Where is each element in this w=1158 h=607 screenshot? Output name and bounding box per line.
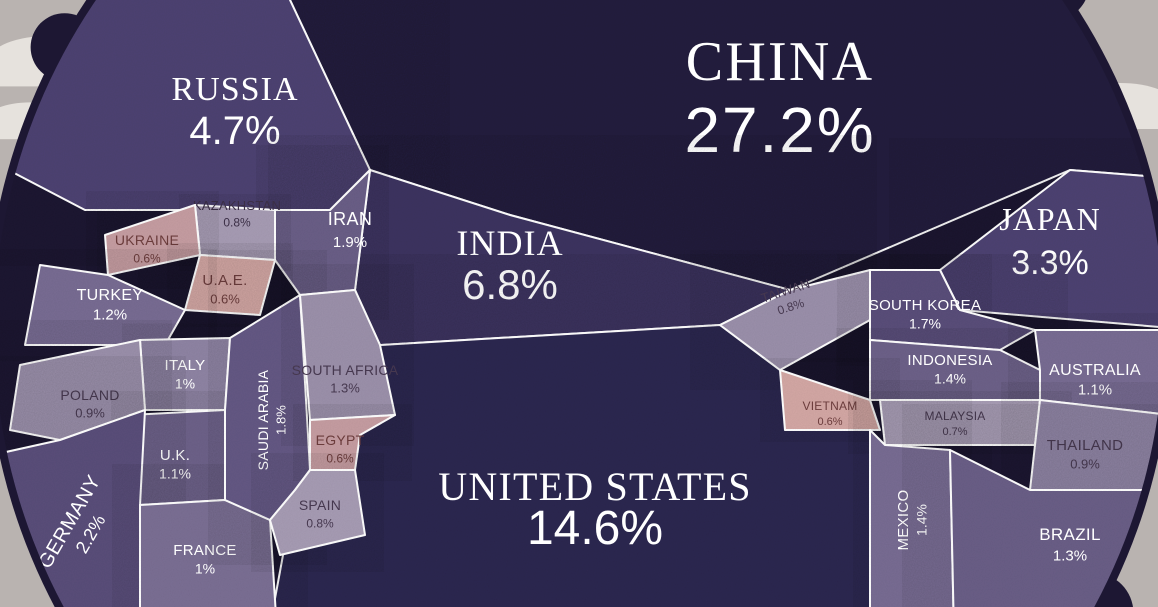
cell-value: 0.9% — [1070, 457, 1100, 472]
cell-name: BRAZIL — [1039, 525, 1101, 544]
cell-value: 0.7% — [942, 426, 967, 438]
cell-name: EGYPT — [316, 432, 365, 448]
cell-value: 6.8% — [462, 261, 558, 308]
cell-name: TURKEY — [77, 287, 144, 304]
cell-name: AUSTRALIA — [1049, 362, 1141, 379]
cell-value: 27.2% — [684, 94, 875, 166]
cell-name: SPAIN — [299, 497, 341, 513]
cell-value: 14.6% — [527, 502, 663, 555]
cell-value: 0.8% — [223, 215, 251, 229]
cell-value: 1.1% — [1078, 382, 1112, 399]
cell-value: 0.6% — [210, 292, 240, 307]
cell-value: 1.2% — [93, 307, 127, 324]
cell-value: 0.6% — [133, 251, 161, 265]
cell-value: 0.6% — [326, 451, 354, 465]
cell-name: IRAN — [328, 209, 372, 229]
cell-name: KAZAKHSTAN — [193, 198, 281, 213]
cell-italy: ITALY 1% — [140, 338, 230, 410]
cell-name: FRANCE — [173, 542, 236, 559]
cell-value: 0.9% — [75, 405, 105, 420]
cell-name: JAPAN — [999, 201, 1100, 237]
cell-value: 1.4% — [934, 371, 966, 387]
cell-value: 3.3% — [1011, 244, 1089, 282]
emissions-voronoi-treemap: CHINA27.2%RUSSIA4.7%JAPAN3.3%INDIA6.8%UN… — [0, 0, 1158, 607]
cell-name: U.A.E. — [202, 272, 247, 289]
cell-name: ITALY — [165, 357, 206, 374]
cell-value: 1.4% — [914, 504, 930, 536]
cell-kaz: KAZAKHSTAN 0.8% — [193, 198, 281, 260]
cell-value: 1% — [195, 561, 215, 577]
cell-value: 1.3% — [1053, 548, 1087, 565]
cell-name: U.K. — [160, 447, 190, 464]
cell-value: 0.8% — [306, 516, 334, 530]
cell-mex: MEXICO1.4% — [870, 430, 955, 607]
cell-value: 1.1% — [159, 466, 191, 482]
cell-name: POLAND — [60, 387, 119, 403]
cell-name: RUSSIA — [171, 71, 298, 108]
cell-name: INDONESIA — [907, 352, 992, 369]
cell-name: SOUTH AFRICA — [292, 362, 399, 378]
cell-name: CHINA — [686, 31, 875, 93]
cell-value: 1.7% — [909, 316, 941, 332]
cell-value: 1.3% — [330, 380, 360, 395]
cell-value: 1% — [175, 376, 195, 392]
cell-name: VIETNAM — [802, 399, 857, 413]
cell-value: 1.8% — [273, 405, 288, 435]
cell-name: THAILAND — [1047, 437, 1124, 454]
cell-value: 0.6% — [817, 416, 842, 428]
cell-name: UKRAINE — [115, 232, 179, 248]
cell-value: 1.9% — [333, 234, 367, 251]
cell-uae: U.A.E. 0.6% — [185, 255, 275, 315]
cell-name: SOUTH KOREA — [869, 297, 981, 314]
cell-name: INDIA — [456, 223, 563, 263]
cell-name: SAUDI ARABIA — [255, 369, 271, 470]
cell-name: MEXICO — [895, 490, 912, 551]
cell-value: 4.7% — [189, 109, 280, 153]
cell-name: MALAYSIA — [924, 409, 985, 423]
cell-thai: THAILAND 0.9% — [1030, 400, 1158, 490]
cell-mal: MALAYSIA 0.7% — [880, 400, 1040, 445]
